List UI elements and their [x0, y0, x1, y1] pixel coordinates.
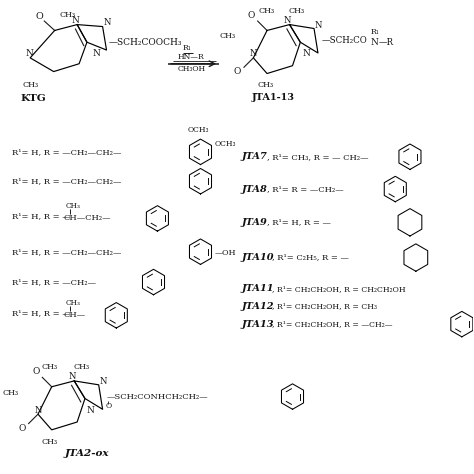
Text: , R¹= CH₂CH₂OH, R = CH₂CH₂OH: , R¹= CH₂CH₂OH, R = CH₂CH₂OH [272, 285, 406, 293]
Text: N: N [25, 49, 33, 58]
Text: N: N [284, 16, 292, 25]
Text: CH₃: CH₃ [259, 7, 275, 15]
Text: JTA12: JTA12 [242, 302, 274, 311]
Text: CH₃: CH₃ [42, 363, 58, 371]
Text: JTA1-13: JTA1-13 [251, 92, 294, 101]
Text: KTG: KTG [20, 94, 46, 103]
Text: OCH₃: OCH₃ [214, 140, 236, 148]
Text: R₁: R₁ [183, 44, 191, 52]
Text: R¹= H, R = —: R¹= H, R = — [11, 212, 70, 220]
Text: CH₃: CH₃ [22, 81, 38, 89]
Text: CH₃: CH₃ [65, 201, 81, 210]
Text: R¹= H, R = —CH₂—: R¹= H, R = —CH₂— [11, 278, 96, 286]
Text: O: O [35, 12, 43, 21]
Text: O: O [234, 67, 241, 76]
Text: N: N [302, 49, 310, 58]
Text: N: N [250, 49, 257, 58]
Text: CH₃: CH₃ [2, 389, 18, 397]
Text: JTA11: JTA11 [242, 284, 274, 293]
Text: JTA7: JTA7 [242, 152, 267, 161]
Text: O: O [18, 424, 26, 433]
Text: CH₃OH: CH₃OH [178, 64, 206, 73]
Text: N: N [34, 406, 42, 415]
Text: , R¹= CH₃, R = — CH₂—: , R¹= CH₃, R = — CH₂— [267, 153, 369, 161]
Text: R¹= H, R = —CH₂—CH₂—: R¹= H, R = —CH₂—CH₂— [11, 148, 121, 156]
Text: CH₃: CH₃ [73, 363, 89, 371]
Text: CH₃: CH₃ [219, 32, 236, 40]
Text: R₁: R₁ [371, 28, 380, 36]
Text: —SCH₂CO: —SCH₂CO [322, 36, 368, 45]
Text: R¹= H, R = —: R¹= H, R = — [11, 310, 70, 318]
Text: , R¹= R = —CH₂—: , R¹= R = —CH₂— [267, 185, 344, 193]
Text: N: N [371, 38, 379, 47]
Text: —R: —R [379, 38, 394, 47]
Text: O: O [248, 11, 255, 20]
Text: R¹= H, R = —CH₂—CH₂—: R¹= H, R = —CH₂—CH₂— [11, 177, 121, 185]
Text: JTA2-ox: JTA2-ox [64, 449, 109, 458]
Text: CH₃: CH₃ [257, 81, 273, 89]
Text: N: N [315, 21, 322, 30]
Text: —SCH₂COOCH₃: —SCH₂COOCH₃ [109, 38, 182, 47]
Text: N: N [71, 16, 79, 25]
Text: R¹= H, R = —CH₂—CH₂—: R¹= H, R = —CH₂—CH₂— [11, 248, 121, 255]
Text: O: O [105, 402, 111, 410]
Text: N: N [93, 49, 100, 58]
Text: N: N [104, 18, 111, 27]
Text: JTA13: JTA13 [242, 319, 274, 328]
Text: OCH₃: OCH₃ [188, 126, 210, 134]
Text: —SCH₂CONHCH₂CH₂—: —SCH₂CONHCH₂CH₂— [107, 392, 208, 401]
Text: CH₃: CH₃ [42, 438, 58, 446]
Text: —OH: —OH [214, 249, 236, 256]
Text: CH₃: CH₃ [65, 299, 81, 307]
Text: CH—: CH— [64, 311, 86, 319]
Text: CH—CH₂—: CH—CH₂— [64, 214, 111, 222]
Text: , R¹= H, R = —: , R¹= H, R = — [267, 219, 331, 226]
Text: N: N [87, 406, 95, 415]
Text: , R¹= C₂H₅, R = —: , R¹= C₂H₅, R = — [272, 254, 349, 262]
Text: CH₃: CH₃ [59, 11, 75, 19]
Text: , R¹= CH₂CH₂OH, R = —CH₂—: , R¹= CH₂CH₂OH, R = —CH₂— [272, 320, 392, 328]
Text: N: N [69, 373, 76, 382]
Text: JTA8: JTA8 [242, 184, 267, 193]
Text: HN—R: HN—R [178, 53, 205, 61]
Text: N: N [100, 377, 107, 386]
Text: JTA9: JTA9 [242, 218, 267, 227]
Text: JTA10: JTA10 [242, 253, 274, 262]
Text: , R¹= CH₂CH₂OH, R = CH₃: , R¹= CH₂CH₂OH, R = CH₃ [272, 302, 377, 310]
Text: CH₃: CH₃ [288, 7, 304, 15]
Text: O: O [32, 366, 40, 375]
